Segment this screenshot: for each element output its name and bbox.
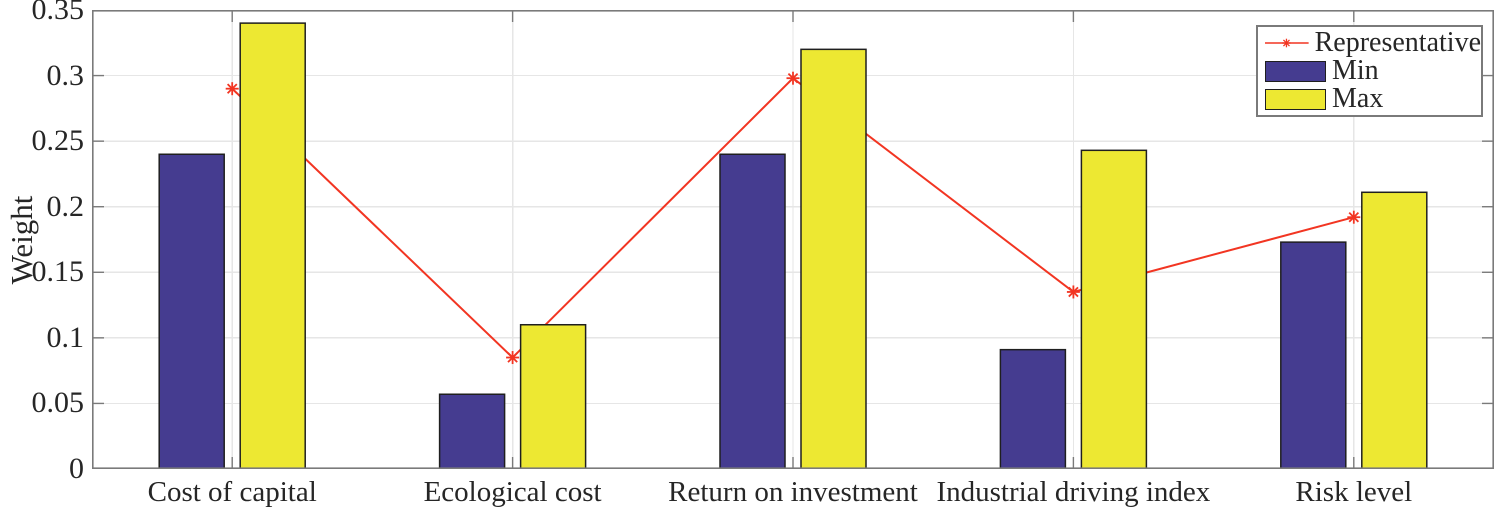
min-bar — [719, 153, 786, 469]
max-bar — [519, 323, 587, 469]
plot-border — [92, 10, 1494, 469]
y-tick-label: 0.1 — [46, 320, 85, 354]
x-category-label: Cost of capital — [147, 476, 317, 508]
max-bar — [1080, 149, 1148, 469]
max-bar — [1361, 191, 1428, 469]
legend-label-max: Max — [1332, 83, 1384, 114]
min-bar — [438, 393, 506, 469]
y-tick-label: 0 — [69, 452, 84, 485]
legend-marker — [1282, 39, 1290, 47]
min-bar — [999, 348, 1067, 469]
legend-item-representative: Representative — [1265, 29, 1481, 57]
representative-marker — [787, 72, 799, 84]
max-bar — [239, 22, 306, 469]
max-color-swatch-icon — [1265, 88, 1326, 110]
min-color-swatch-icon — [1265, 60, 1326, 82]
representative-marker — [507, 352, 518, 363]
y-tick-label: 0.05 — [31, 386, 85, 420]
y-tick-label: 0.25 — [31, 124, 85, 158]
y-axis-tick-labels: 0 0.05 0.1 0.15 0.2 0.25 0.3 0.35 — [0, 0, 85, 511]
representative-line-sample-icon — [1265, 38, 1309, 48]
x-category-label: Risk level — [1295, 476, 1413, 508]
representative-marker — [1348, 211, 1360, 223]
legend-item-min: Min — [1265, 57, 1481, 85]
y-tick-label: 0.2 — [46, 189, 85, 223]
legend-label-representative: Representative — [1314, 27, 1481, 58]
plot-canvas — [92, 10, 1494, 469]
representative-marker — [226, 83, 238, 94]
x-category-label: Return on investment — [668, 476, 918, 508]
legend-label-min: Min — [1332, 55, 1379, 86]
min-bar — [158, 153, 225, 469]
y-tick-label: 0.3 — [46, 58, 85, 92]
min-bar — [1280, 241, 1347, 469]
x-category-label: Ecological cost — [423, 476, 602, 508]
legend-item-max: Max — [1265, 85, 1481, 113]
x-category-label: Industrial driving index — [936, 476, 1211, 508]
representative-marker — [1068, 286, 1079, 298]
y-tick-label: 0.35 — [31, 0, 85, 26]
max-bar — [800, 48, 867, 469]
y-tick-label: 0.15 — [31, 255, 85, 289]
legend: Representative Min Max — [1256, 25, 1483, 117]
